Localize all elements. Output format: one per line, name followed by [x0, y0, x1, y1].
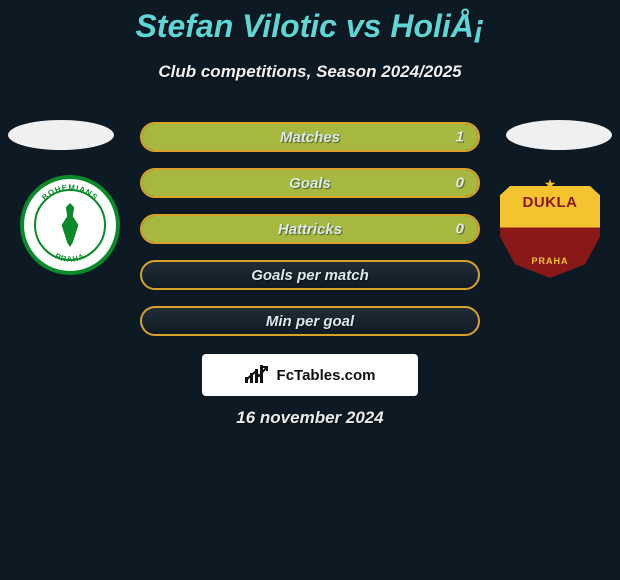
team-right-label-top: DUKLA [500, 194, 600, 211]
page-title: Stefan Vilotic vs HoliÅ¡ [0, 8, 620, 45]
page-subtitle: Club competitions, Season 2024/2025 [0, 62, 620, 82]
team-right-label-bottom: PRAHA [500, 256, 600, 266]
player-left-ellipse [8, 120, 114, 150]
kangaroo-icon [56, 203, 84, 247]
bar-label: Matches [280, 129, 340, 146]
bar-right-value: 0 [456, 221, 464, 238]
bar-right-value: 0 [456, 175, 464, 192]
bar-hattricks: Hattricks 0 [140, 214, 480, 244]
bar-goals-per-match: Goals per match [140, 260, 480, 290]
bar-matches: Matches 1 [140, 122, 480, 152]
team-left-logo: BOHEMIANS PRAHA [20, 175, 120, 275]
arrow-icon [245, 364, 269, 384]
bar-label: Goals per match [251, 267, 369, 284]
bar-label: Hattricks [278, 221, 342, 238]
team-right-logo: ★ DUKLA PRAHA [500, 178, 600, 278]
team-left-inner-ring [34, 189, 106, 261]
bar-label: Goals [289, 175, 331, 192]
brand-box: FcTables.com [202, 354, 418, 396]
brand-text: FcTables.com [277, 367, 376, 384]
bar-right-value: 1 [456, 129, 464, 146]
bar-goals: Goals 0 [140, 168, 480, 198]
stat-bars: Matches 1 Goals 0 Hattricks 0 Goals per … [140, 122, 480, 352]
brand-icon [245, 365, 271, 385]
player-right-ellipse [506, 120, 612, 150]
team-right-shield: ★ DUKLA PRAHA [500, 178, 600, 278]
date-text: 16 november 2024 [0, 408, 620, 428]
bar-label: Min per goal [266, 313, 354, 330]
bar-min-per-goal: Min per goal [140, 306, 480, 336]
